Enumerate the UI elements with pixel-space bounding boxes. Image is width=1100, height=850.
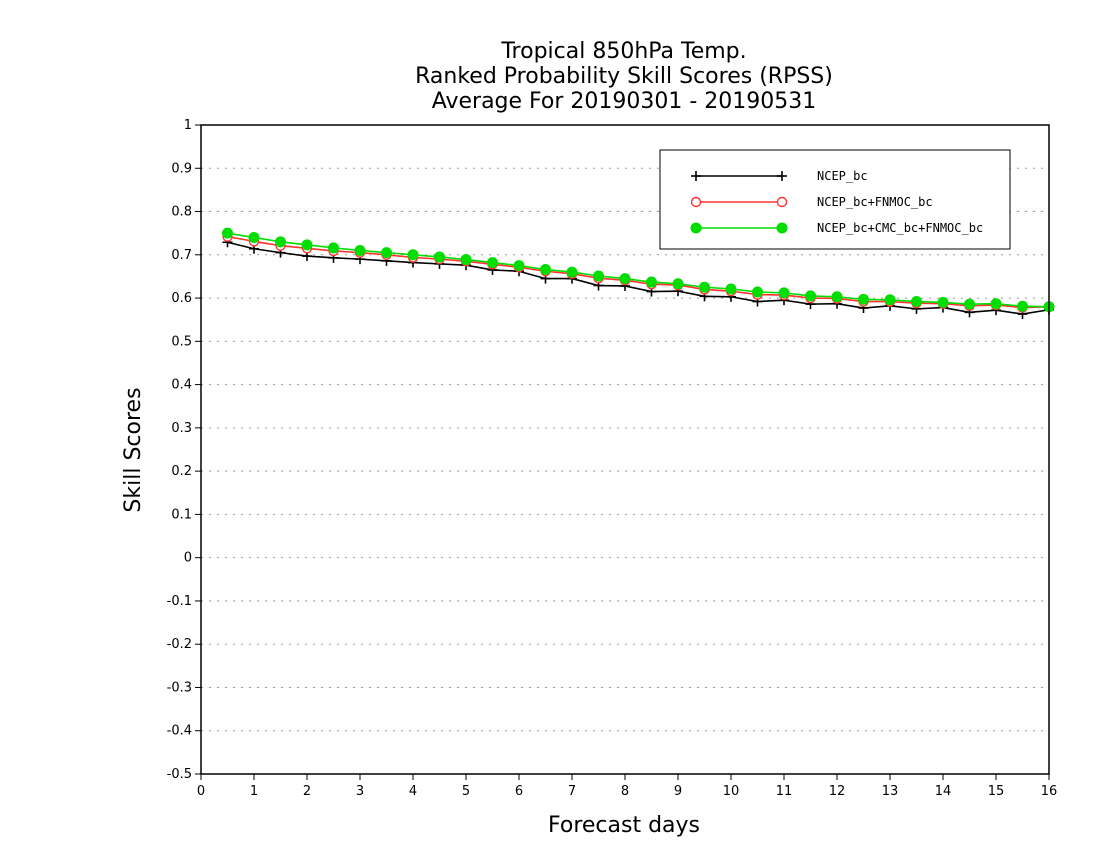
legend-label: NCEP_bc+CMC_bc+FNMOC_bc [817, 221, 983, 235]
y-axis-ticks: 1 0.9 0.8 0.7 0.6 0.5 0.4 0.3 0.2 0.1 0 -0.1 -0.2 -0.… [167, 118, 201, 782]
data-point [699, 281, 710, 293]
data-point [646, 276, 657, 288]
data-point [593, 270, 604, 282]
y-tick-label: 1 [184, 118, 192, 133]
y-tick-label: 0.4 [171, 378, 192, 393]
data-point [831, 291, 843, 303]
data-point [805, 290, 816, 302]
x-tick-label: 13 [882, 784, 899, 799]
legend-box [659, 149, 1011, 250]
data-point [328, 242, 339, 254]
y-tick-label: 0.7 [171, 248, 192, 263]
y-tick-label: -0.5 [167, 767, 192, 782]
series-0 [222, 237, 1054, 320]
data-point [540, 264, 551, 276]
x-tick-label: 15 [988, 784, 1005, 799]
data-point [619, 273, 631, 285]
y-tick-label: 0.2 [171, 464, 192, 479]
y-tick-label: -0.3 [167, 680, 192, 695]
y-tick-label: -0.2 [167, 637, 192, 652]
chart-title: Tropical 850hPa Temp. Ranked Probability… [415, 39, 833, 114]
series-2 [222, 227, 1055, 313]
x-tick-label: 16 [1041, 784, 1058, 799]
y-tick-label: 0.3 [171, 421, 192, 436]
data-point [566, 266, 578, 278]
legend-label: NCEP_bc+FNMOC_bc [817, 195, 933, 209]
legend-marker [691, 171, 701, 181]
legend-marker [777, 171, 787, 181]
x-tick-label: 12 [829, 784, 846, 799]
x-tick-label: 5 [462, 784, 470, 799]
data-point [1017, 300, 1028, 312]
data-point [248, 231, 260, 243]
x-axis-ticks: 0 1 2 3 4 5 6 7 8 9 10 11 12 13 14 15 16 [197, 774, 1057, 799]
data-point [381, 247, 392, 259]
data-point [752, 286, 763, 298]
legend: NCEP_bc NCEP_bc+FNMOC_bc NCEP_bc+CMC_bc+FN… [659, 149, 1011, 250]
gridlines [201, 167, 1049, 732]
data-point [354, 244, 366, 256]
data-point [275, 236, 286, 248]
chart-title-line-1: Tropical 850hPa Temp. [500, 39, 746, 64]
x-tick-label: 14 [935, 784, 952, 799]
x-tick-label: 1 [250, 784, 258, 799]
data-point [990, 298, 1002, 310]
legend-marker [690, 222, 702, 234]
legend-label: NCEP_bc [817, 169, 868, 183]
x-tick-label: 4 [409, 784, 417, 799]
legend-marker [690, 196, 702, 208]
data-point [487, 257, 498, 269]
chart-title-line-2: Ranked Probability Skill Scores (RPSS) [415, 64, 833, 89]
y-tick-label: 0 [184, 551, 192, 566]
data-point [222, 227, 233, 239]
y-tick-label: 0.8 [171, 205, 192, 220]
data-point [407, 249, 419, 261]
x-tick-label: 9 [674, 784, 682, 799]
y-tick-label: 0.5 [171, 334, 192, 349]
y-tick-label: 0.1 [171, 507, 192, 522]
data-series [222, 227, 1055, 320]
y-tick-label: -0.1 [167, 594, 192, 609]
y-tick-label: 0.9 [171, 161, 192, 176]
data-point [884, 294, 896, 306]
x-tick-label: 3 [356, 784, 364, 799]
x-tick-label: 11 [776, 784, 793, 799]
y-tick-label: -0.4 [167, 724, 192, 739]
plot-frame [200, 124, 1050, 775]
x-tick-label: 2 [303, 784, 311, 799]
data-point [778, 287, 790, 299]
data-point [301, 239, 313, 251]
x-tick-label: 8 [621, 784, 629, 799]
data-point [672, 278, 684, 290]
data-point [911, 296, 922, 308]
data-point [725, 283, 737, 295]
legend-marker [776, 222, 788, 234]
data-point [858, 293, 869, 305]
x-tick-label: 0 [197, 784, 205, 799]
y-axis-label: Skill Scores [121, 387, 146, 512]
data-point [460, 254, 472, 266]
x-tick-label: 6 [515, 784, 523, 799]
data-point [937, 296, 949, 308]
data-point [964, 298, 975, 310]
data-point [434, 251, 445, 263]
x-tick-label: 10 [723, 784, 740, 799]
chart-title-line-3: Average For 20190301 - 20190531 [432, 89, 817, 114]
legend-marker [776, 196, 788, 208]
data-point [513, 260, 525, 272]
y-tick-label: 0.6 [171, 291, 192, 306]
x-axis-label: Forecast days [548, 813, 700, 838]
x-tick-label: 7 [568, 784, 576, 799]
